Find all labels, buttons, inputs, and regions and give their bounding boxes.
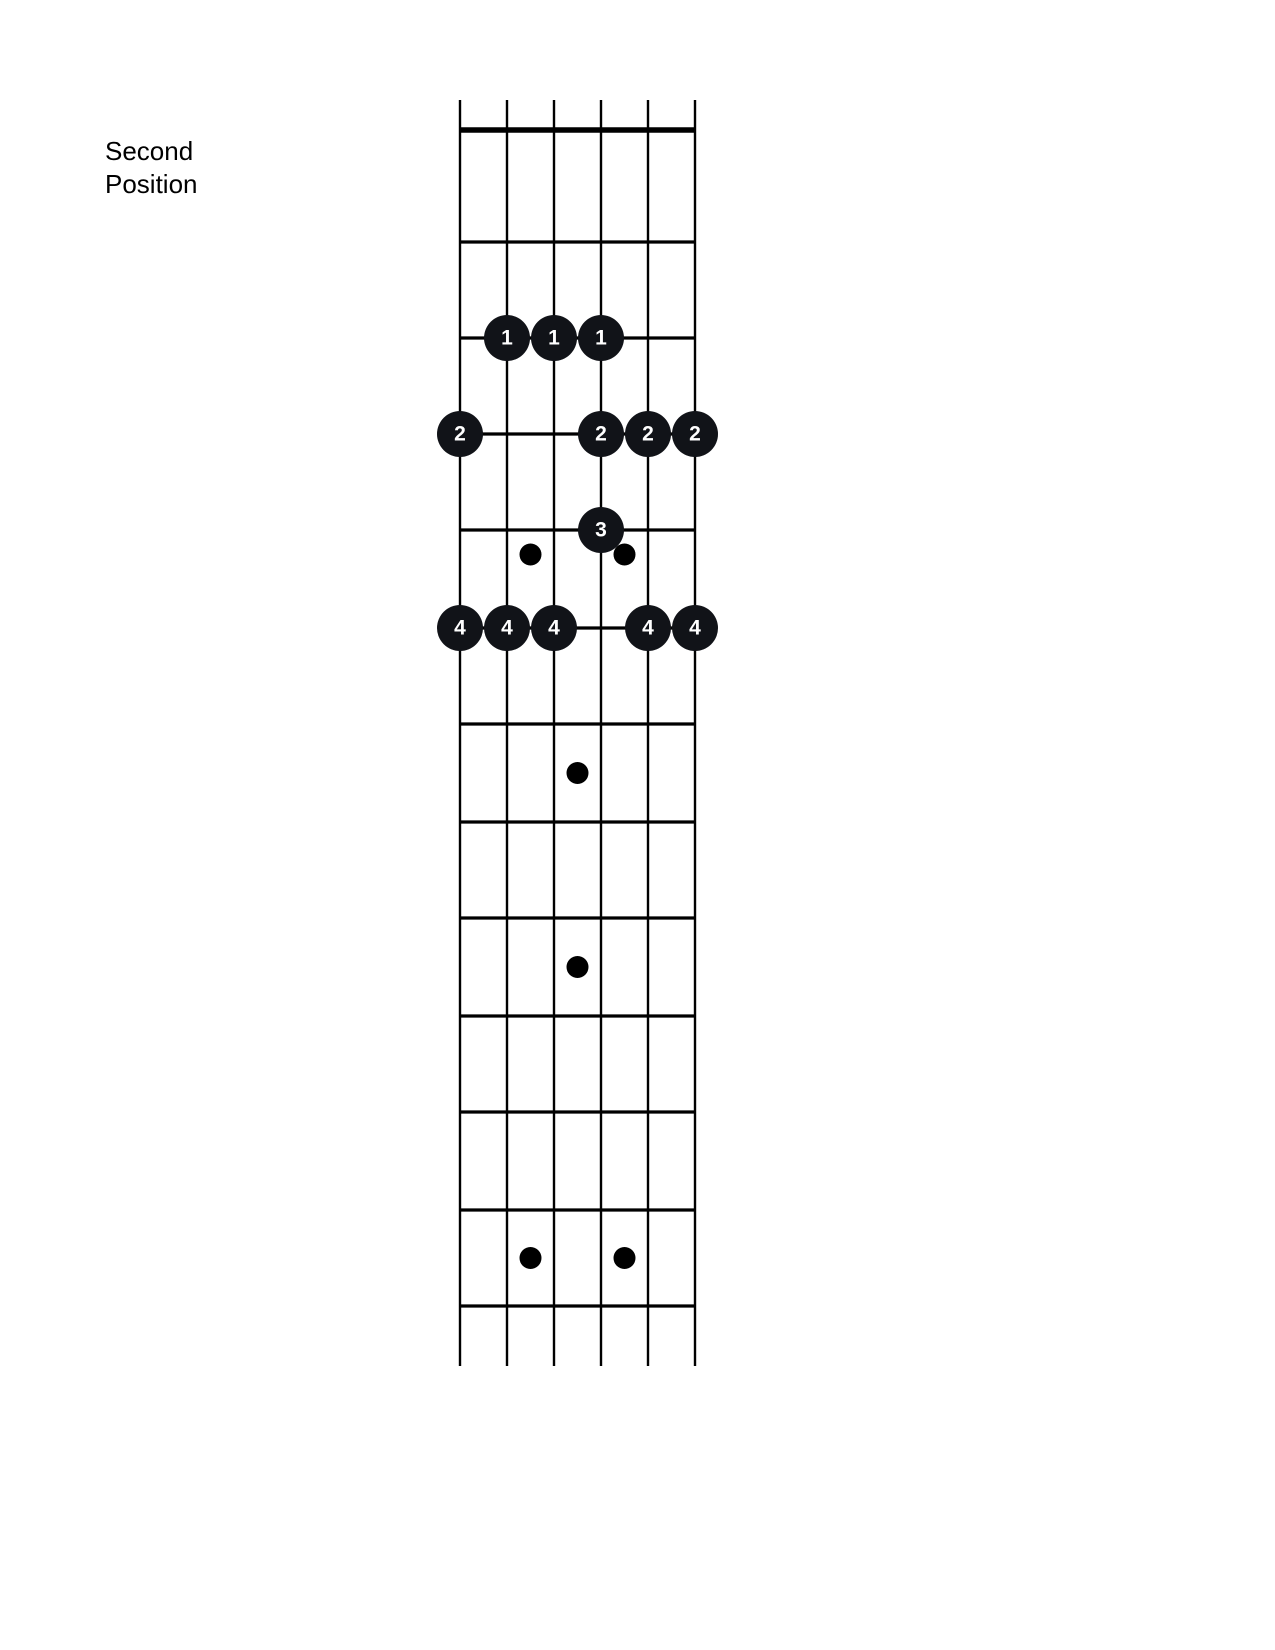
finger-label: 4 <box>501 617 513 640</box>
finger-label: 4 <box>454 617 466 640</box>
finger-label: 3 <box>595 519 607 542</box>
diagram-title: Second Position <box>105 135 198 200</box>
finger-label: 1 <box>501 327 513 350</box>
finger-label: 2 <box>642 423 654 446</box>
finger-label: 1 <box>595 327 607 350</box>
finger-label: 2 <box>454 423 466 446</box>
page: Second Position 1 1 1 2 2 2 2 3 4 4 4 4 4 <box>0 0 1275 1650</box>
finger-label: 4 <box>548 617 560 640</box>
fret-marker <box>520 544 542 566</box>
finger-label: 4 <box>642 617 654 640</box>
fret-marker <box>614 1247 636 1269</box>
finger-label: 2 <box>595 423 607 446</box>
finger-label: 1 <box>548 327 560 350</box>
fret-marker <box>614 544 636 566</box>
finger-label: 2 <box>689 423 701 446</box>
finger-label: 4 <box>689 617 701 640</box>
fret-marker <box>567 956 589 978</box>
fret-marker <box>520 1247 542 1269</box>
fretboard-diagram: 1 1 1 2 2 2 2 3 4 4 4 4 4 <box>433 100 722 1366</box>
fret-marker <box>567 762 589 784</box>
